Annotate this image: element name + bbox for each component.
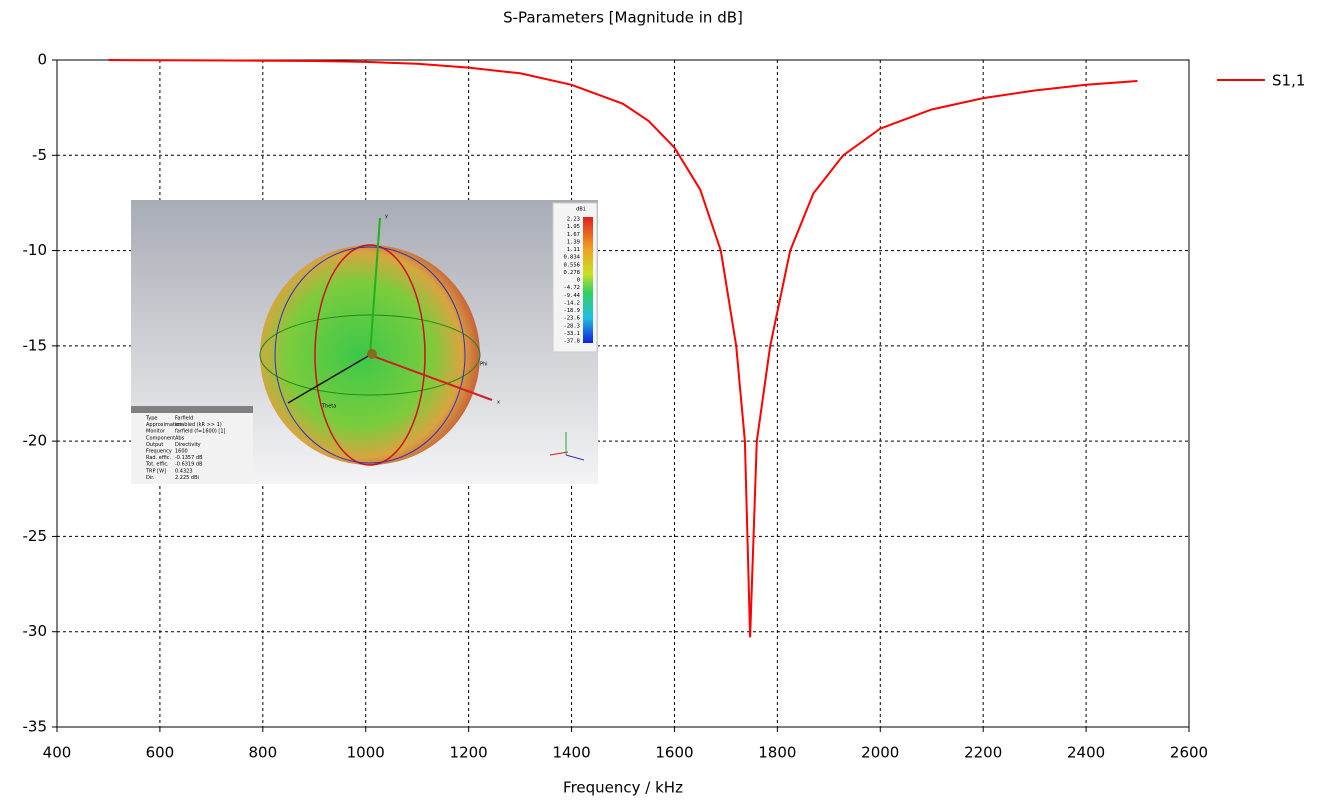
info-text: Rad. effic.: [146, 455, 171, 461]
colorbar-label: 0.834: [563, 255, 580, 261]
info-text: Abs: [175, 435, 185, 441]
axis-label: Phi: [480, 362, 488, 368]
y-tick-label: -30: [23, 622, 48, 640]
y-tick-label: -10: [23, 241, 48, 259]
colorbar-label: 0.278: [563, 270, 580, 276]
x-tick-label: 1600: [655, 744, 693, 762]
info-text: 0.4323: [175, 468, 193, 474]
info-text: -0.6319 dB: [175, 462, 203, 468]
y-tick-label: -25: [23, 527, 48, 545]
info-text: Tot. effic.: [145, 462, 169, 468]
y-tick-label: -35: [23, 718, 48, 736]
info-text: TRP [W]: [145, 468, 166, 474]
chart: S-Parameters [Magnitude in dB] Frequency…: [0, 0, 1319, 800]
x-tick-label: 600: [146, 744, 175, 762]
axis-label: Theta: [321, 404, 336, 410]
colorbar-label: -14.2: [563, 300, 580, 306]
x-tick-label: 1800: [758, 744, 796, 762]
farfield-inset: y x Theta Phi dBi 2.231.95 1.671.39 1.11 0.…: [131, 200, 598, 484]
info-header: [131, 406, 253, 413]
colorbar-label: -18.9: [563, 308, 580, 314]
x-tick-label: 2400: [1067, 744, 1105, 762]
info-text: Directivity: [175, 442, 201, 448]
x-tick-label: 1400: [552, 744, 590, 762]
legend-label: S1,1: [1272, 72, 1305, 90]
info-text: enabled (kR >> 1): [175, 422, 222, 428]
colorbar-unit: dBi: [576, 207, 586, 213]
colorbar-label: 1.67: [567, 232, 580, 238]
y-tick-label: -20: [23, 432, 48, 450]
axis-label: y: [385, 214, 388, 220]
x-tick-label: 2600: [1170, 744, 1208, 762]
chart-title: S-Parameters [Magnitude in dB]: [503, 9, 743, 27]
colorbar-label: -28.3: [563, 323, 580, 329]
info-text: Type: [145, 416, 157, 422]
colorbar-label: 1.11: [567, 247, 580, 253]
colorbar-label: -33.1: [563, 331, 580, 337]
axis-label: x: [497, 400, 500, 406]
x-tick-label: 1000: [347, 744, 385, 762]
x-tick-label: 800: [248, 744, 277, 762]
x-tick-label: 2000: [861, 744, 899, 762]
info-text: farfield (f=1600) [1]: [175, 429, 226, 435]
colorbar-label: 1.95: [567, 224, 580, 230]
info-text: Component: [146, 435, 175, 441]
x-tick-label: 2200: [964, 744, 1002, 762]
x-tick-label: 1200: [450, 744, 488, 762]
info-text: Farfield: [175, 416, 193, 422]
info-text: 2.225 dBi: [175, 475, 199, 481]
colorbar-label: -23.6: [563, 316, 580, 322]
origin: [367, 349, 377, 359]
colorbar: [583, 217, 593, 343]
x-tick-label: 400: [43, 744, 72, 762]
info-text: Output: [146, 442, 163, 448]
x-axis-label: Frequency / kHz: [563, 779, 683, 797]
info-text: Monitor: [146, 429, 166, 435]
colorbar-label: 0: [577, 278, 580, 284]
y-tick-label: -15: [23, 336, 48, 354]
info-text: -0.1357 dB: [175, 455, 203, 461]
colorbar-label: -4.72: [563, 285, 580, 291]
colorbar-label: -9.44: [563, 293, 580, 299]
y-tick-label: -5: [32, 146, 47, 164]
colorbar-label: 2.23: [567, 217, 580, 223]
info-text: 1600: [175, 449, 188, 455]
colorbar-label: 1.39: [567, 239, 580, 245]
y-tick-label: 0: [37, 51, 47, 69]
info-text: Frequency: [146, 449, 172, 455]
info-text: Dir.: [146, 475, 155, 481]
colorbar-label: -37.8: [563, 339, 580, 345]
colorbar-label: 0.556: [563, 262, 580, 268]
